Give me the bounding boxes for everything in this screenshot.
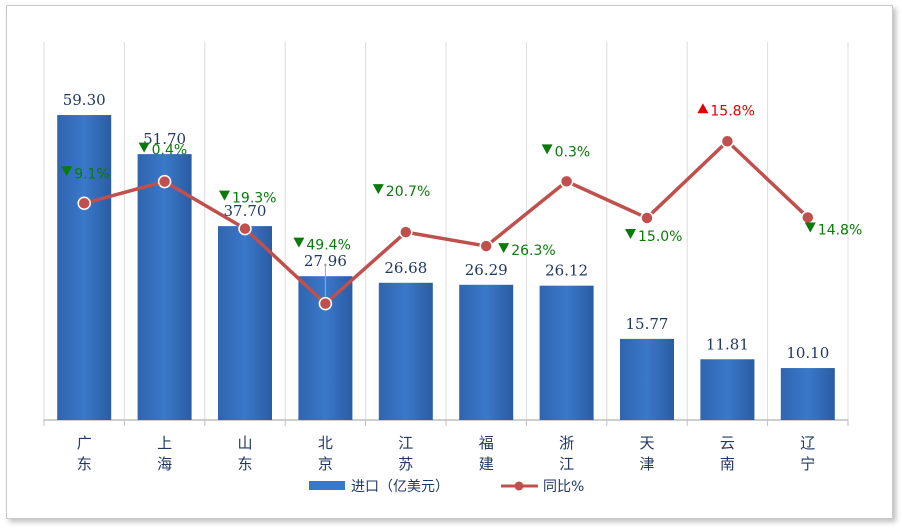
category-label: 京 [318,455,333,473]
bar-value-label: 26.12 [545,262,588,280]
down-arrow-icon [625,228,636,239]
category-label: 辽 [800,434,815,452]
category-label: 福 [479,434,494,452]
category-label: 北 [318,434,333,452]
yoy-value-label: 19.3% [232,191,276,207]
bar[interactable] [539,285,594,420]
category-label: 浙 [559,434,574,452]
yoy-value-label: 15.8% [710,103,754,119]
bar-value-label: 10.10 [786,344,829,362]
down-arrow-icon [498,243,510,254]
bar[interactable] [620,338,674,420]
bar-value-label: 26.29 [465,261,508,279]
bar-value-label: 15.77 [626,315,669,333]
legend-label: 同比% [543,479,584,495]
yoy-value-label: 0.4% [152,143,188,159]
yoy-point[interactable] [318,296,333,311]
down-arrow-icon [138,142,150,153]
category-label: 海 [157,455,172,473]
category-label: 广 [77,434,92,452]
category-label: 东 [77,455,92,473]
yoy-point[interactable] [479,239,493,253]
bar[interactable] [137,154,192,420]
category-label: 江 [559,455,574,473]
legend-line-marker [514,481,524,491]
yoy-point[interactable] [399,225,413,239]
up-arrow-icon [697,103,709,114]
yoy-value-label: 15.0% [638,229,682,245]
yoy-value-label: 0.3% [555,144,591,160]
category-label: 山 [237,434,252,452]
yoy-point[interactable] [640,211,654,225]
bar[interactable] [459,284,514,420]
yoy-line [83,139,810,306]
category-label: 宁 [800,455,815,473]
down-arrow-icon [541,144,553,155]
bar[interactable] [218,226,272,420]
category-label: 云 [720,434,735,452]
category-label: 江 [398,434,413,452]
bar-value-label: 11.81 [706,335,749,353]
yoy-point[interactable] [77,196,91,211]
yoy-value-label: 26.3% [511,243,555,259]
yoy-point[interactable] [238,221,252,236]
category-label: 天 [639,434,654,452]
bar[interactable] [780,368,835,420]
category-label: 津 [639,455,654,473]
yoy-value-label: 20.7% [386,184,430,200]
down-arrow-icon [61,166,73,177]
category-label: 苏 [398,455,413,473]
down-arrow-icon [372,184,384,195]
yoy-point[interactable] [720,134,735,149]
bar-value-label: 37.70 [224,202,267,220]
bar[interactable] [378,282,433,420]
bar-value-label: 59.30 [63,91,106,109]
yoy-point[interactable] [559,174,574,189]
down-arrow-icon [219,190,230,201]
category-label: 建 [479,455,494,473]
category-label: 上 [157,434,172,452]
legend-bar-swatch [309,481,345,490]
yoy-point[interactable] [157,174,172,189]
bar-value-label: 27.96 [304,252,347,270]
bar-value-label: 26.68 [384,259,427,277]
category-label: 东 [237,455,252,473]
down-arrow-icon [293,237,305,248]
yoy-value-label: 49.4% [306,238,350,254]
bar[interactable] [700,359,755,420]
bar[interactable] [57,115,112,421]
yoy-value-label: 14.8% [818,222,862,238]
category-label: 南 [720,455,735,473]
legend-label: 进口（亿美元） [351,479,449,495]
down-arrow-icon [804,222,816,233]
yoy-value-label: 9.1% [74,166,110,182]
bar-value-label: 51.70 [143,130,186,148]
yoy-point[interactable] [801,210,815,225]
